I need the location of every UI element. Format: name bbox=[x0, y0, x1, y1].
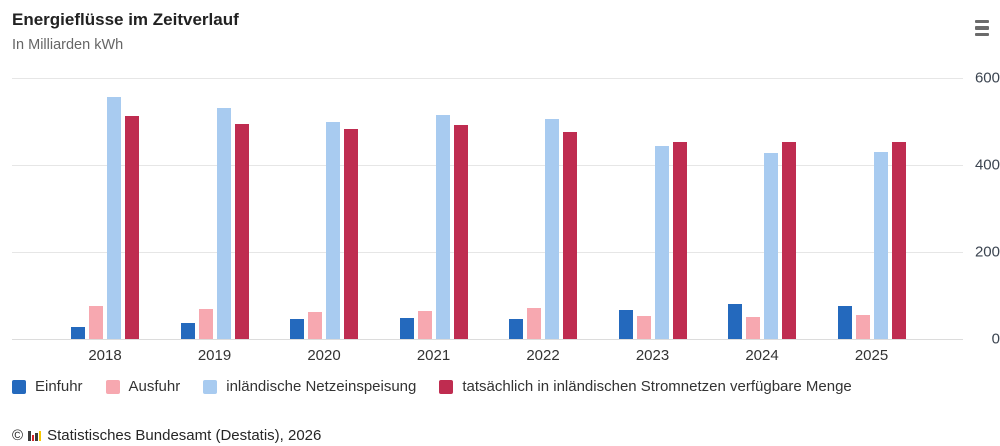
bar-2022-ausfuhr[interactable] bbox=[527, 308, 541, 339]
bar-2020-tatsächlich[interactable] bbox=[344, 129, 358, 339]
bar-2021-tatsächlich[interactable] bbox=[453, 125, 468, 339]
legend-item-einfuhr[interactable]: Einfuhr bbox=[12, 378, 83, 395]
legend-label: tatsächlich in inländischen Stromnetzen … bbox=[462, 378, 852, 395]
chart-menu-button[interactable] bbox=[972, 16, 998, 40]
x-tick-label-2023: 2023 bbox=[635, 347, 670, 364]
bar-2024-tatsächlich[interactable] bbox=[782, 142, 796, 339]
x-tick-label-2022: 2022 bbox=[526, 347, 560, 364]
gridline-200 bbox=[12, 252, 963, 253]
bar-2020-einfuhr[interactable] bbox=[290, 319, 304, 339]
bar-2020-ausfuhr[interactable] bbox=[308, 312, 322, 339]
bar-2025-inländische[interactable] bbox=[873, 152, 888, 339]
bar-2020-inländische[interactable] bbox=[326, 122, 340, 339]
legend-label: Ausfuhr bbox=[128, 378, 181, 395]
bar-group-2023 bbox=[618, 142, 687, 339]
bar-2021-einfuhr[interactable] bbox=[399, 318, 414, 339]
bar-2018-tatsächlich[interactable] bbox=[125, 116, 139, 339]
legend-swatch bbox=[105, 379, 120, 394]
bar-group-2025 bbox=[837, 142, 906, 339]
bar-group-2024 bbox=[728, 142, 796, 339]
bar-2019-einfuhr[interactable] bbox=[180, 323, 195, 339]
bar-2022-einfuhr[interactable] bbox=[509, 319, 523, 339]
bar-2021-inländische[interactable] bbox=[435, 115, 450, 339]
legend-item-ausfuhr[interactable]: Ausfuhr bbox=[105, 378, 181, 395]
source-text: Statistisches Bundesamt (Destatis), 2026 bbox=[47, 427, 322, 444]
legend-swatch bbox=[12, 379, 26, 394]
legend-item-tatsächlich[interactable]: tatsächlich in inländischen Stromnetzen … bbox=[439, 378, 852, 395]
legend-label: inländische Netzeinspeisung bbox=[226, 378, 417, 395]
bar-2024-einfuhr[interactable] bbox=[728, 304, 742, 339]
bar-2025-einfuhr[interactable] bbox=[837, 306, 852, 339]
bar-group-2018 bbox=[71, 97, 139, 339]
x-tick-label-2021: 2021 bbox=[416, 347, 451, 364]
bar-2024-ausfuhr[interactable] bbox=[746, 317, 760, 339]
y-tick-label-400: 400 bbox=[974, 156, 1000, 174]
legend: Einfuhr Ausfuhr inländische Netzeinspeisun… bbox=[12, 378, 852, 395]
x-tick-label-2020: 2020 bbox=[307, 347, 341, 364]
bar-2022-tatsächlich[interactable] bbox=[563, 132, 577, 339]
legend-label: Einfuhr bbox=[35, 378, 83, 395]
gridline-600 bbox=[12, 78, 963, 79]
footer: © Statistisches Bundesamt (Destatis), 20… bbox=[12, 427, 321, 444]
y-tick-label-600: 600 bbox=[974, 69, 1000, 87]
bar-group-2019 bbox=[180, 108, 249, 339]
bar-2019-tatsächlich[interactable] bbox=[234, 124, 249, 339]
gridline-400 bbox=[12, 165, 963, 166]
legend-item-inländische[interactable]: inländische Netzeinspeisung bbox=[203, 378, 416, 395]
legend-swatch bbox=[439, 379, 454, 394]
bar-2023-ausfuhr[interactable] bbox=[636, 316, 651, 339]
copyright-symbol: © bbox=[12, 427, 24, 444]
destatis-logo-icon bbox=[28, 430, 42, 441]
bar-group-2021 bbox=[399, 115, 468, 339]
bar-2021-ausfuhr[interactable] bbox=[417, 311, 432, 339]
x-tick-label-2018: 2018 bbox=[88, 347, 122, 364]
bar-2019-ausfuhr[interactable] bbox=[198, 309, 213, 339]
bar-2019-inländische[interactable] bbox=[216, 108, 231, 339]
bar-2022-inländische[interactable] bbox=[545, 119, 559, 339]
chart-title: Energieflüsse im Zeitverlauf bbox=[12, 10, 239, 29]
bar-2025-ausfuhr[interactable] bbox=[855, 315, 870, 339]
y-tick-label-0: 0 bbox=[991, 330, 1000, 348]
plot-area bbox=[12, 78, 963, 340]
bar-2023-tatsächlich[interactable] bbox=[672, 142, 687, 339]
bar-group-2020 bbox=[290, 122, 358, 339]
x-axis-line bbox=[12, 339, 963, 340]
bar-2018-inländische[interactable] bbox=[107, 97, 121, 339]
bar-group-2022 bbox=[509, 119, 577, 339]
y-tick-label-200: 200 bbox=[974, 243, 1000, 261]
x-tick-label-2025: 2025 bbox=[854, 347, 889, 364]
bar-2018-ausfuhr[interactable] bbox=[89, 306, 103, 339]
chart-subtitle: In Milliarden kWh bbox=[12, 37, 124, 53]
x-tick-label-2024: 2024 bbox=[745, 347, 779, 364]
x-tick-label-2019: 2019 bbox=[197, 347, 232, 364]
bar-2023-inländische[interactable] bbox=[654, 146, 669, 339]
bar-2024-inländische[interactable] bbox=[764, 153, 778, 339]
legend-swatch bbox=[203, 379, 218, 394]
bar-2023-einfuhr[interactable] bbox=[618, 310, 633, 339]
bar-2025-tatsächlich[interactable] bbox=[891, 142, 906, 339]
bar-2018-einfuhr[interactable] bbox=[71, 327, 85, 339]
hamburger-icon bbox=[975, 19, 989, 24]
